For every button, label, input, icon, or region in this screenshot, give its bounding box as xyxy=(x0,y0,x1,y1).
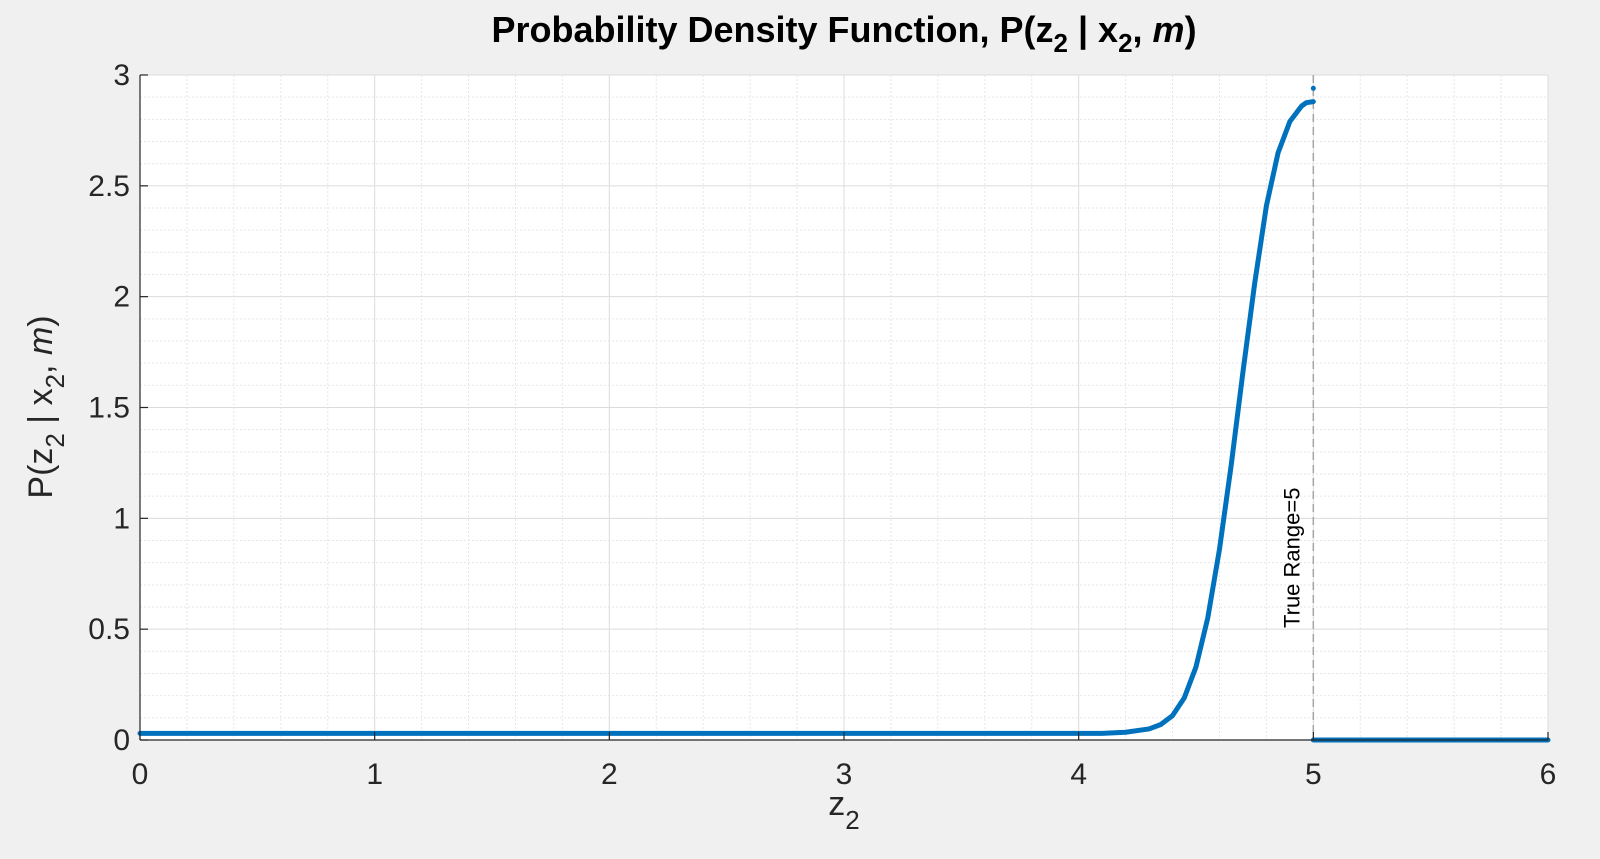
x-axis-label: z2 xyxy=(828,785,859,835)
y-axis-label: P(z2 | x2, m) xyxy=(22,315,70,498)
ticks: 0 1 2 3 4 5 6 0 0.5 1 1.5 2 2.5 3 xyxy=(88,59,1556,791)
x-tick-label: 4 xyxy=(1070,758,1087,791)
x-tick-label: 3 xyxy=(836,758,853,791)
y-tick-label: 1 xyxy=(113,502,130,535)
y-tick-label: 3 xyxy=(113,59,130,92)
x-tick-label: 2 xyxy=(601,758,618,791)
chart-title: Probability Density Function, P(z2 | x2,… xyxy=(491,9,1196,58)
series-line-0 xyxy=(137,99,1316,736)
y-tick-label: 2 xyxy=(113,281,130,314)
x-tick-label: 5 xyxy=(1305,758,1322,791)
x-tick-label: 6 xyxy=(1540,758,1557,791)
series-marker-0 xyxy=(1310,85,1316,91)
annotations: True Range=5 xyxy=(1279,75,1315,740)
x-tick-label: 1 xyxy=(366,758,383,791)
true-range-label: True Range=5 xyxy=(1279,488,1304,628)
y-tick-label: 1.5 xyxy=(88,392,130,425)
y-tick-label: 0.5 xyxy=(88,613,130,646)
x-tick-label: 0 xyxy=(132,758,149,791)
y-tick-label: 0 xyxy=(113,724,130,757)
y-tick-label: 2.5 xyxy=(88,170,130,203)
